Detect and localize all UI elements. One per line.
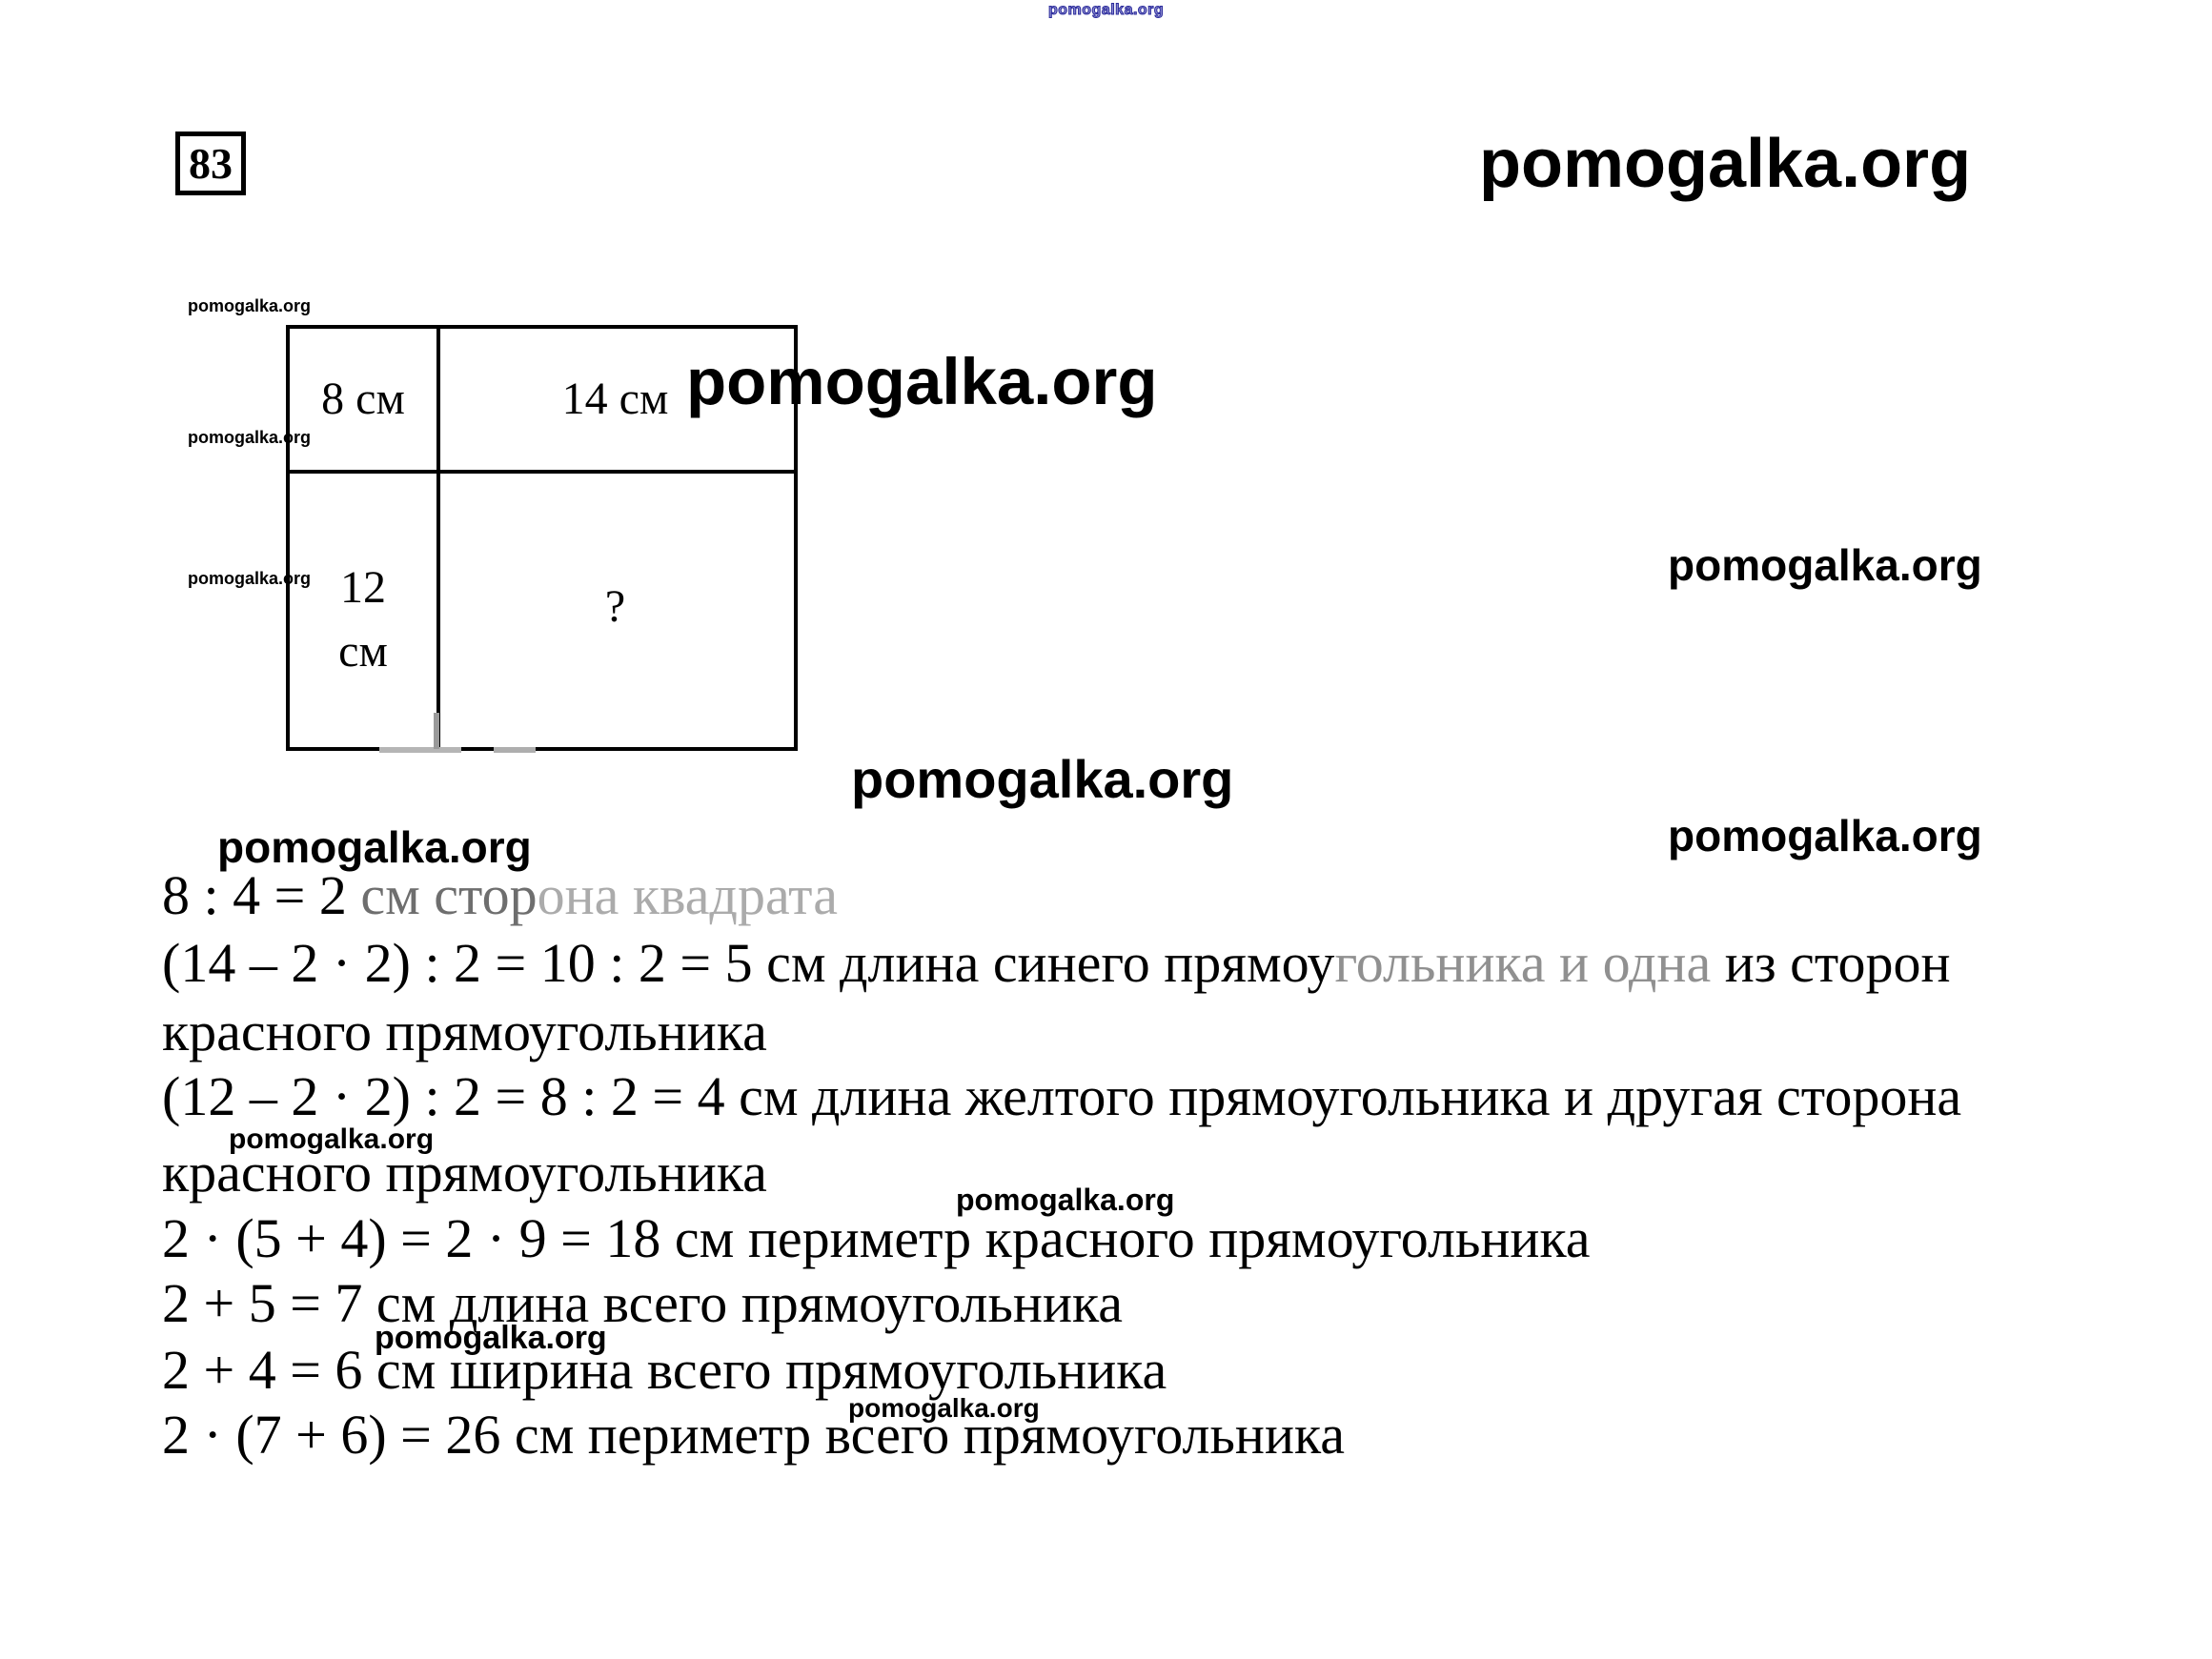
diagram-label-question-mark: ? xyxy=(604,581,626,632)
diagram-label-14cm: 14 см xyxy=(561,374,669,424)
solution-line-2: (14 – 2 · 2) : 2 = 10 : 2 = 5 см длина с… xyxy=(162,936,1951,991)
diagram-label-12cm-number: 12 xyxy=(340,562,386,613)
problem-number-box: 83 xyxy=(175,132,246,195)
watermark-above-line8: pomogalka.org xyxy=(375,1320,607,1356)
erased-watermark-artifact xyxy=(379,747,461,753)
erased-watermark-artifact xyxy=(434,713,439,749)
line1-black: 8 : 4 = 2 xyxy=(162,864,361,926)
line2-pre: (14 – 2 · 2) : 2 = 10 : 2 = 5 см длина с… xyxy=(162,932,1335,994)
watermark-right-lower: pomogalka.org xyxy=(1668,811,1982,860)
watermark-diagram-top: pomogalka.org xyxy=(188,296,312,315)
rectangle-diagram: 8 см 14 см 12 см ? xyxy=(286,325,798,751)
watermark-center-large: pomogalka.org xyxy=(851,749,1234,809)
solution-line-4: (12 – 2 · 2) : 2 = 8 : 2 = 4 см длина же… xyxy=(162,1065,1962,1127)
watermark-over-14cm: pomogalka.org xyxy=(686,345,1158,418)
solution-line-5: красного прямоугольника xyxy=(162,1142,767,1204)
watermark-diagram-bottom: pomogalka.org xyxy=(188,569,312,588)
diagram-vertical-divider xyxy=(436,329,440,747)
watermark-left-middle: pomogalka.org xyxy=(217,822,532,872)
line1-mid-gray: см стор xyxy=(360,864,538,926)
solution-line-9: 2 · (7 + 6) = 26 см периметр всего прямо… xyxy=(162,1404,1346,1466)
diagram-label-12cm-unit: см xyxy=(338,626,388,678)
watermark-top-center: pomogalka.org xyxy=(1047,2,1165,18)
line1-light-gray: она квадрата xyxy=(537,864,838,926)
solution-line-8: 2 + 4 = 6 см ширина всего прямоугольника xyxy=(162,1339,1167,1401)
watermark-top-right: pomogalka.org xyxy=(1479,126,1972,202)
watermark-above-line9: pomogalka.org xyxy=(848,1393,1040,1423)
diagram-horizontal-divider xyxy=(290,470,794,474)
diagram-label-8cm: 8 см xyxy=(321,374,405,424)
watermark-above-line5: pomogalka.org xyxy=(229,1123,435,1155)
erased-watermark-artifact xyxy=(494,747,536,753)
diagram-label-12cm: 12 см xyxy=(290,556,436,683)
solution-line-7: 2 + 5 = 7 см длина всего прямоугольника xyxy=(162,1272,1124,1334)
watermark-right-upper: pomogalka.org xyxy=(1668,540,1982,590)
line2-faded: гольника и одна xyxy=(1334,932,1712,994)
watermark-above-line6: pomogalka.org xyxy=(956,1183,1175,1217)
problem-number: 83 xyxy=(189,139,233,188)
solution-line-1: 8 : 4 = 2 см сторона квадрата xyxy=(162,868,838,923)
line2-post: из сторон xyxy=(1711,932,1951,994)
solution-line-3: красного прямоугольника xyxy=(162,1001,767,1062)
solution-line-6: 2 · (5 + 4) = 2 · 9 = 18 см периметр кра… xyxy=(162,1207,1591,1269)
watermark-diagram-mid: pomogalka.org xyxy=(188,428,312,447)
